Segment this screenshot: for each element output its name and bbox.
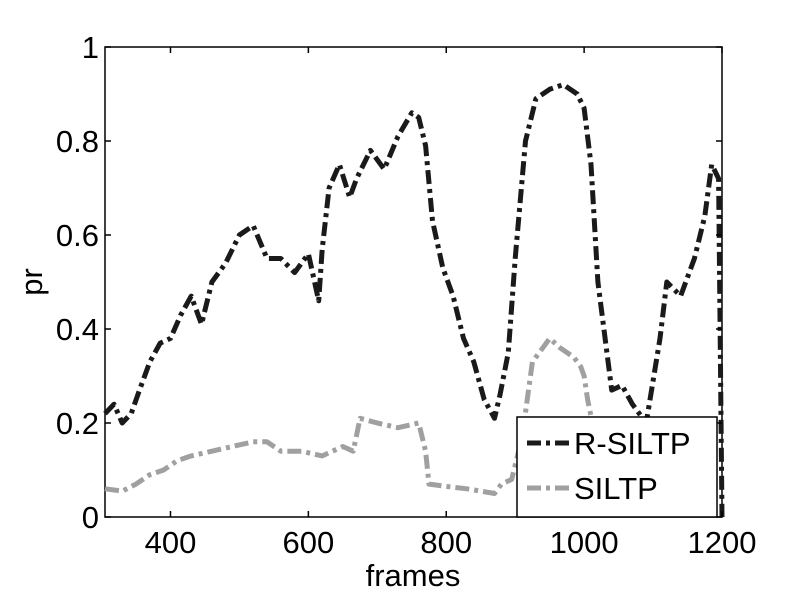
legend-label-siltp: SILTP (574, 471, 658, 506)
y-tick-label: 0.8 (56, 124, 99, 159)
y-tick-label: 0.6 (56, 218, 99, 253)
y-tick-label: 1 (82, 30, 99, 65)
series-layer (103, 82, 725, 518)
series-line-r-siltp (103, 82, 725, 518)
x-tick-label: 400 (145, 525, 197, 560)
y-axis-label: pr (14, 268, 49, 296)
y-tick-label: 0 (82, 500, 99, 535)
x-axis-label: frames (366, 558, 461, 593)
legend-label-r-siltp: R-SILTP (574, 426, 691, 461)
x-tick-label: 1200 (688, 525, 757, 560)
legend-box (516, 416, 718, 518)
x-tick-label: 800 (420, 525, 472, 560)
y-tick-label: 0.4 (56, 312, 99, 347)
legend: R-SILTP SILTP (516, 416, 718, 518)
x-tick-label: 1000 (550, 525, 619, 560)
tick-layer: 400 600 800 1000 1200 0 0.2 0.4 0.6 0.8 1 (56, 30, 757, 560)
y-tick-label: 0.2 (56, 406, 99, 441)
x-tick-label: 600 (283, 525, 335, 560)
